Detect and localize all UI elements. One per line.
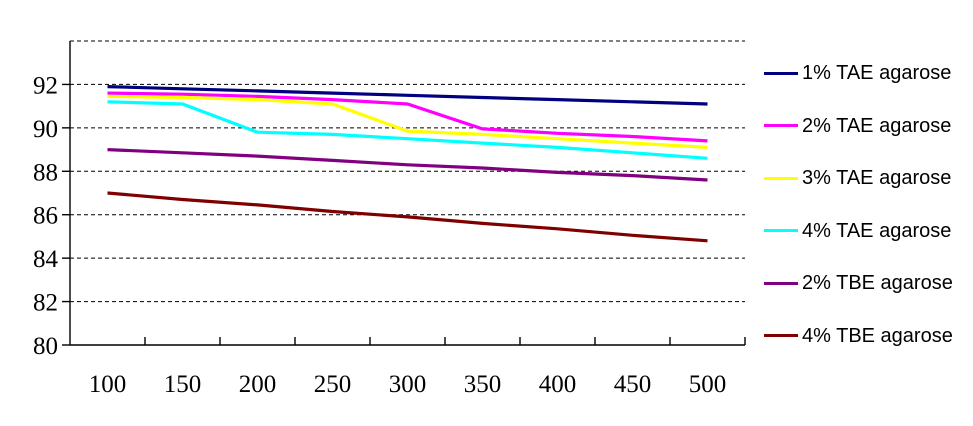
y-axis-label: 84: [33, 246, 59, 273]
x-axis-label: 150: [164, 371, 202, 398]
legend-label: 2% TBE agarose: [802, 272, 953, 294]
x-axis-label: 100: [89, 371, 127, 398]
legend-label: 3% TAE agarose: [802, 167, 952, 189]
y-axis-label: 92: [33, 72, 58, 99]
series-line-1-tae-agarose: [107, 85, 708, 106]
legend-item-1-tae-agarose: 1% TAE agarose: [764, 60, 951, 86]
x-axis-label: 300: [389, 371, 427, 398]
legend-item-2-tae-agarose: 2% TAE agarose: [764, 113, 951, 139]
y-axis-label: 88: [33, 159, 58, 186]
legend-swatch-icon: [764, 334, 798, 337]
series-line-2-tbe-agarose: [107, 148, 708, 182]
legend-label: 2% TAE agarose: [802, 114, 952, 137]
x-axis-label: 200: [239, 371, 277, 398]
y-axis-label: 80: [33, 333, 58, 360]
x-axis-label: 450: [614, 371, 652, 398]
legend-item-2-tbe-agarose: 2% TBE agarose: [764, 270, 953, 296]
legend: 1% TAE agarose 2% TAE agarose 3% TAE agaro…: [764, 0, 969, 426]
x-axis-label: 500: [689, 371, 727, 398]
legend-item-4-tbe-agarose: 4% TBE agarose: [764, 323, 953, 349]
series-line-4-tae-agarose: [107, 100, 708, 160]
x-axis-label: 350: [464, 371, 502, 398]
x-axis-label: 250: [314, 371, 352, 398]
legend-swatch-icon: [764, 124, 798, 127]
series-line-4-tbe-agarose: [107, 191, 708, 243]
legend-label: 4% TBE agarose: [802, 324, 953, 347]
legend-label: 1% TAE agarose: [802, 62, 952, 84]
series-line-3-tae-agarose: [107, 94, 708, 149]
legend-swatch-icon: [764, 229, 798, 232]
y-axis-label: 86: [33, 203, 58, 230]
series-line-2-tae-agarose: [107, 91, 708, 143]
legend-swatch-icon: [764, 176, 798, 180]
y-axis-label: 90: [33, 116, 58, 143]
legend-label: 4% TAE agarose: [802, 219, 952, 242]
legend-item-3-tae-agarose: 3% TAE agarose: [764, 165, 951, 191]
y-axis-label: 82: [33, 290, 58, 317]
legend-item-4-tae-agarose: 4% TAE agarose: [764, 218, 951, 244]
legend-swatch-icon: [764, 281, 798, 285]
x-axis-label: 400: [539, 371, 577, 398]
legend-swatch-icon: [764, 71, 798, 75]
